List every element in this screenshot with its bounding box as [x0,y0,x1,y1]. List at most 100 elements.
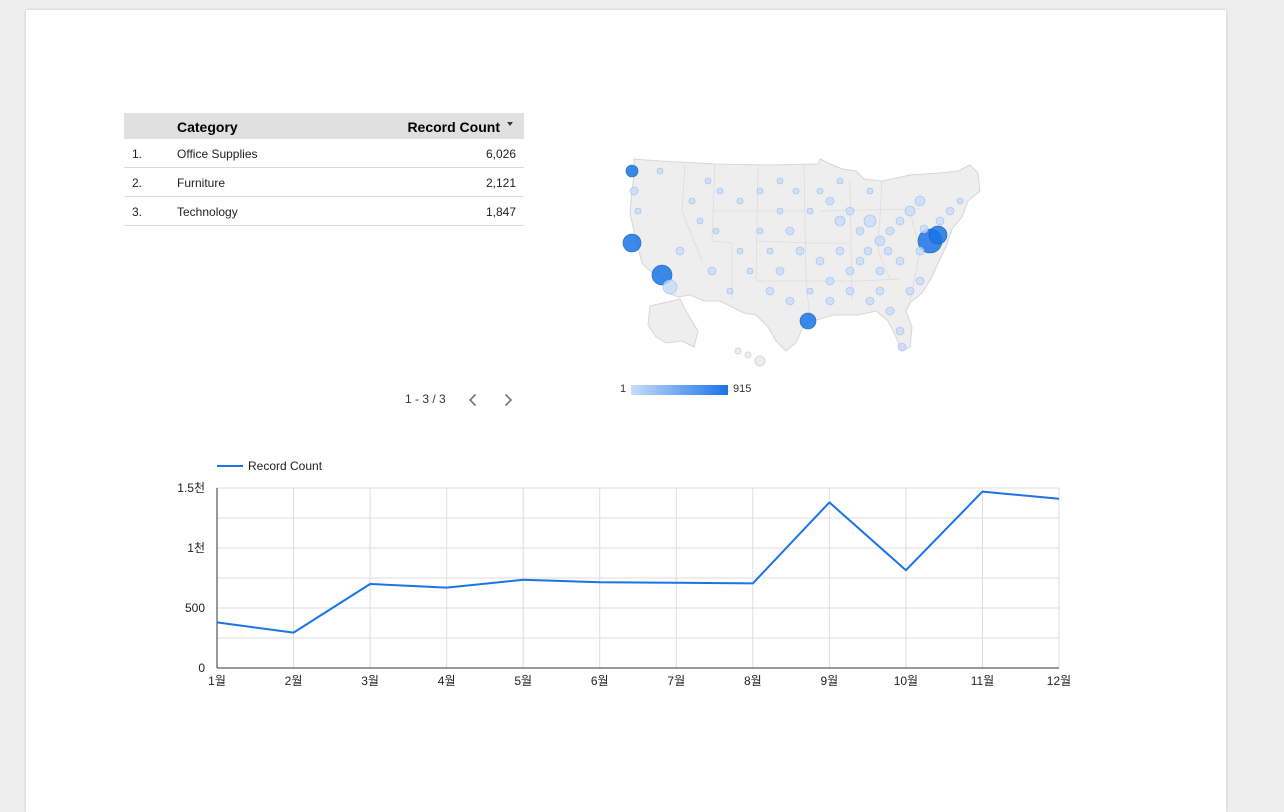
record-count-column-header[interactable]: Record Count [407,119,500,135]
map-bubble[interactable] [704,177,712,185]
map-bubble[interactable] [726,287,734,295]
map-bubble[interactable] [905,286,915,296]
map-bubble[interactable] [775,266,785,276]
map-bubble[interactable] [792,187,800,195]
map-bubble[interactable] [622,233,642,253]
x-tick-label: 3월 [361,674,379,688]
data-point[interactable] [826,499,832,505]
map-bubble[interactable] [875,266,885,276]
map-bubble[interactable] [736,247,744,255]
pagination-label: 1 - 3 / 3 [405,392,446,406]
legend-gradient-bar [631,385,728,395]
map-bubble[interactable] [919,224,929,234]
map-bubble[interactable] [688,197,696,205]
legend-label[interactable]: Record Count [248,459,323,473]
data-point[interactable] [979,489,985,495]
data-point[interactable] [1056,496,1062,502]
map-bubble[interactable] [806,287,814,295]
map-bubble[interactable] [845,286,855,296]
map-bubble[interactable] [956,197,964,205]
map-bubble[interactable] [795,246,805,256]
map-bubble[interactable] [696,217,704,225]
us-bubble-map[interactable] [620,151,992,371]
map-bubble[interactable] [928,225,948,245]
map-bubble[interactable] [863,214,877,228]
map-bubble[interactable] [785,296,795,306]
map-bubble[interactable] [766,247,774,255]
map-bubble[interactable] [875,286,885,296]
data-point[interactable] [750,580,756,586]
map-bubble[interactable] [825,276,835,286]
map-bubble[interactable] [625,164,639,178]
row-value: 2,121 [485,176,516,190]
map-bubble[interactable] [845,266,855,276]
map-bubble[interactable] [656,167,664,175]
x-tick-label: 8월 [744,674,762,688]
data-point[interactable] [444,585,450,591]
map-bubble[interactable] [776,177,784,185]
map-bubble[interactable] [885,226,895,236]
map-bubble[interactable] [855,226,865,236]
table-row[interactable]: 3. Technology 1,847 [124,197,524,226]
data-point[interactable] [903,567,909,573]
map-bubble[interactable] [845,206,855,216]
map-bubble[interactable] [675,246,685,256]
map-bubble[interactable] [746,267,754,275]
map-bubble[interactable] [651,264,673,286]
map-bubble[interactable] [895,256,905,266]
map-bubble[interactable] [915,276,925,286]
data-point[interactable] [520,577,526,583]
map-bubble[interactable] [895,216,905,226]
map-bubble[interactable] [756,187,764,195]
map-bubble[interactable] [736,197,744,205]
map-bubble[interactable] [707,266,717,276]
map-bubble[interactable] [716,187,724,195]
data-point[interactable] [291,630,297,636]
map-bubble[interactable] [629,186,639,196]
map-bubble[interactable] [945,206,955,216]
map-bubble[interactable] [863,246,873,256]
map-bubble[interactable] [904,205,916,217]
table-row[interactable]: 1. Office Supplies 6,026 [124,139,524,168]
map-bubble[interactable] [855,256,865,266]
record-count-line-chart[interactable]: Record Count 0 500 1천 1.5천 1월 2월 3월 4월 5월 6월 7월 8월 9월… [26,440,1226,700]
data-point[interactable] [597,579,603,585]
map-bubble[interactable] [806,207,814,215]
map-bubble[interactable] [874,235,886,247]
map-bubble[interactable] [897,342,907,352]
series-line-record-count[interactable] [216,490,1060,634]
map-bubble[interactable] [915,246,925,256]
map-bubble[interactable] [866,187,874,195]
map-bubble[interactable] [815,256,825,266]
category-column-header[interactable]: Category [177,119,238,135]
chevron-left-icon[interactable] [463,390,483,410]
map-bubble[interactable] [883,246,893,256]
map-bubble[interactable] [835,246,845,256]
map-bubble[interactable] [765,286,775,296]
map-bubble[interactable] [935,216,945,226]
chevron-right-icon[interactable] [498,390,518,410]
map-bubble[interactable] [825,296,835,306]
map-bubble[interactable] [712,227,720,235]
data-point[interactable] [673,580,679,586]
map-bubble[interactable] [756,227,764,235]
map-bubble[interactable] [785,226,795,236]
map-bubble[interactable] [836,177,844,185]
map-bubble[interactable] [865,296,875,306]
hawaii-outline [734,347,766,367]
map-bubble[interactable] [834,215,846,227]
map-bubble[interactable] [816,187,824,195]
map-bubble[interactable] [634,207,642,215]
map-bubble[interactable] [895,326,905,336]
map-bubble[interactable] [776,207,784,215]
table-row[interactable]: 2. Furniture 2,121 [124,168,524,197]
map-bubble[interactable] [662,279,678,295]
map-bubble[interactable] [799,312,817,330]
data-point[interactable] [214,619,220,625]
sort-desc-icon[interactable] [507,122,513,126]
map-bubble[interactable] [914,195,926,207]
map-bubble[interactable] [885,306,895,316]
data-point[interactable] [367,581,373,587]
row-category: Furniture [177,176,226,190]
map-bubble[interactable] [825,196,835,206]
